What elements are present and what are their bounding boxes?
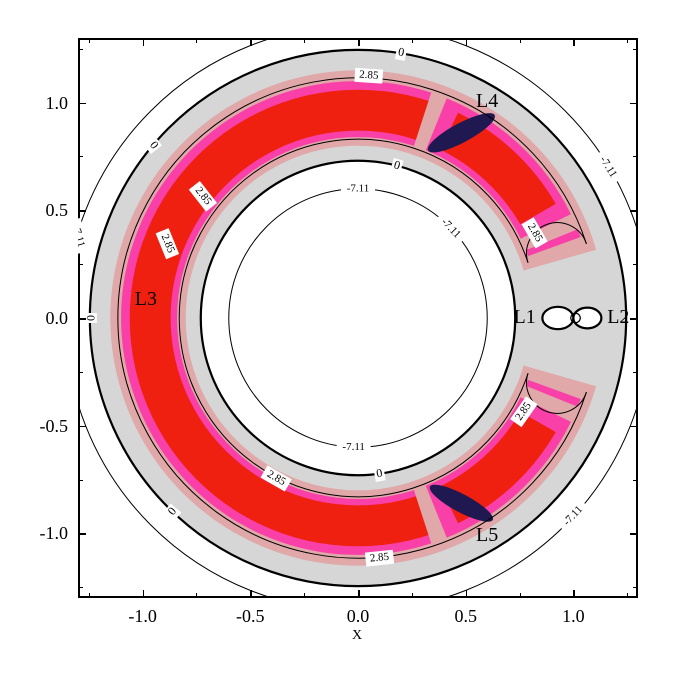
tick: [412, 593, 413, 598]
lagrange-label-l4: L4: [476, 90, 498, 113]
x-axis-title: X: [352, 628, 362, 644]
tick: [633, 587, 638, 588]
lagrange-label-l2: L2: [607, 306, 629, 329]
tick-label: 0.5: [454, 606, 477, 627]
tick: [573, 590, 575, 598]
tick-label: 0.0: [347, 606, 370, 627]
tick: [78, 533, 86, 535]
tick-label: -1.0: [40, 523, 69, 544]
tick: [633, 264, 638, 265]
svg-text:-7.11: -7.11: [342, 441, 365, 453]
tick: [78, 318, 86, 320]
svg-text:0: 0: [84, 315, 98, 321]
tick: [304, 593, 305, 598]
tick: [633, 480, 638, 481]
lagrange-label-l3: L3: [135, 288, 157, 311]
tick: [520, 38, 521, 43]
tick: [78, 372, 83, 373]
tick: [627, 593, 628, 598]
tick: [627, 38, 628, 43]
tick: [78, 264, 83, 265]
tick: [78, 49, 83, 50]
tick: [78, 587, 83, 588]
tick: [630, 103, 638, 105]
tick: [89, 38, 90, 43]
tick: [573, 38, 575, 46]
tick: [358, 590, 360, 598]
tick: [633, 372, 638, 373]
tick: [358, 38, 360, 46]
tick: [78, 103, 86, 105]
tick-label: -0.5: [236, 606, 265, 627]
tick-label: 0.0: [46, 308, 69, 329]
tick: [412, 38, 413, 43]
tick: [78, 426, 86, 428]
tick: [250, 38, 252, 46]
tick: [466, 590, 468, 598]
tick: [143, 590, 145, 598]
tick-label: 1.0: [562, 606, 585, 627]
tick: [466, 38, 468, 46]
tick: [78, 156, 83, 157]
tick-label: 0.5: [46, 200, 69, 221]
tick: [196, 593, 197, 598]
tick: [78, 210, 86, 212]
tick: [630, 318, 638, 320]
tick-label: 1.0: [46, 93, 69, 114]
svg-text:2.85: 2.85: [369, 551, 390, 565]
tick: [196, 38, 197, 43]
contour-svg: -7.11-7.11-7.11-7.11-7.11-7.11-7.11-7.11…: [78, 38, 638, 598]
tick: [520, 593, 521, 598]
tick: [304, 38, 305, 43]
tick: [89, 593, 90, 598]
tick: [78, 480, 83, 481]
tick: [250, 590, 252, 598]
lagrange-label-l1: L1: [514, 306, 536, 329]
tick: [633, 49, 638, 50]
tick: [630, 426, 638, 428]
tick: [143, 38, 145, 46]
svg-text:-7.11: -7.11: [347, 182, 370, 194]
tick: [630, 533, 638, 535]
tick-label: -0.5: [40, 416, 69, 437]
tick-label: -1.0: [128, 606, 157, 627]
lagrange-label-l5: L5: [476, 524, 498, 547]
svg-text:2.85: 2.85: [359, 69, 380, 82]
tick: [630, 210, 638, 212]
tick: [633, 156, 638, 157]
